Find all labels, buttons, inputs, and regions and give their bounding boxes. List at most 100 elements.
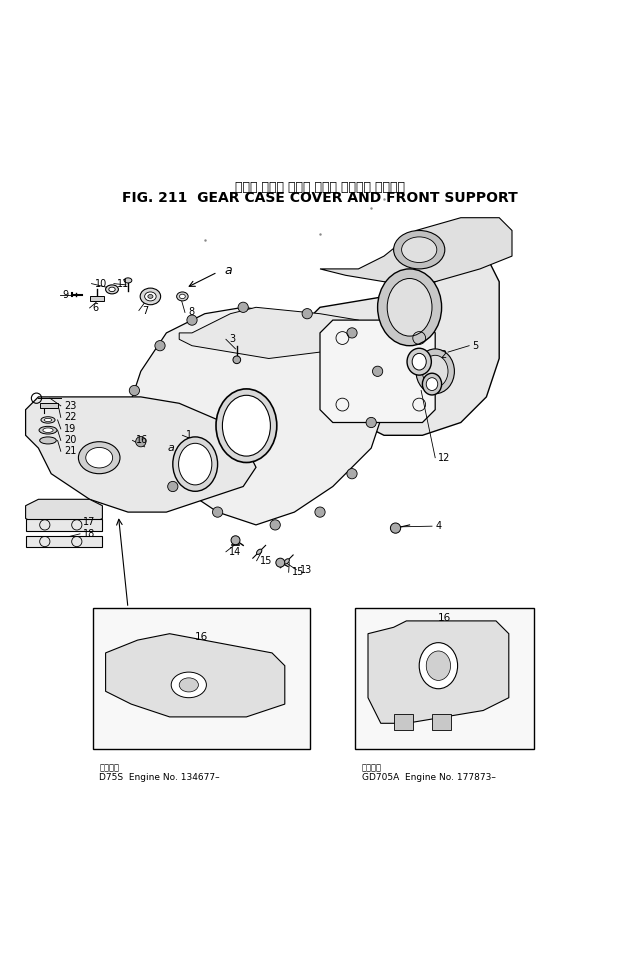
- Text: 3: 3: [229, 335, 236, 344]
- Ellipse shape: [86, 448, 113, 468]
- Text: 1: 1: [186, 430, 192, 441]
- Text: 22: 22: [64, 413, 77, 422]
- Circle shape: [302, 308, 312, 319]
- Circle shape: [315, 507, 325, 518]
- Text: 13: 13: [300, 564, 312, 575]
- Text: 8: 8: [188, 307, 195, 317]
- Text: 12: 12: [438, 452, 451, 463]
- Bar: [26, 519, 102, 531]
- Ellipse shape: [179, 678, 198, 692]
- Circle shape: [231, 536, 240, 545]
- Text: 通用号線: 通用号線: [99, 763, 119, 772]
- Text: 15: 15: [260, 556, 272, 565]
- Polygon shape: [294, 256, 499, 435]
- Ellipse shape: [173, 437, 218, 491]
- Polygon shape: [106, 633, 285, 717]
- Polygon shape: [26, 499, 102, 524]
- Ellipse shape: [43, 428, 53, 432]
- Ellipse shape: [40, 437, 56, 444]
- Polygon shape: [128, 307, 397, 524]
- Text: a: a: [168, 443, 174, 453]
- Polygon shape: [320, 218, 512, 282]
- Bar: [355, 608, 534, 749]
- Text: 16: 16: [136, 436, 148, 446]
- Text: 16: 16: [195, 631, 208, 642]
- Ellipse shape: [109, 287, 115, 292]
- Bar: [432, 714, 451, 730]
- Ellipse shape: [179, 444, 212, 485]
- Ellipse shape: [223, 395, 270, 456]
- Text: 18: 18: [83, 529, 95, 539]
- Ellipse shape: [257, 549, 262, 555]
- Circle shape: [390, 523, 401, 533]
- Ellipse shape: [106, 285, 118, 294]
- Ellipse shape: [172, 672, 206, 698]
- Text: a: a: [224, 264, 232, 276]
- Circle shape: [270, 520, 280, 530]
- Ellipse shape: [387, 278, 432, 336]
- Circle shape: [136, 437, 146, 447]
- Circle shape: [168, 482, 178, 491]
- Text: GD705A  Engine No. 177873–: GD705A Engine No. 177873–: [362, 774, 495, 782]
- Circle shape: [366, 417, 376, 427]
- Ellipse shape: [416, 349, 454, 394]
- Ellipse shape: [422, 355, 448, 387]
- Polygon shape: [26, 397, 256, 512]
- Ellipse shape: [124, 278, 132, 283]
- Circle shape: [233, 356, 241, 364]
- Ellipse shape: [378, 269, 442, 345]
- Polygon shape: [179, 307, 371, 358]
- Ellipse shape: [179, 294, 186, 299]
- Text: 19: 19: [64, 424, 76, 434]
- Text: 17: 17: [83, 518, 95, 527]
- Circle shape: [276, 559, 285, 567]
- Text: D75S  Engine No. 134677–: D75S Engine No. 134677–: [99, 774, 220, 782]
- Ellipse shape: [148, 295, 153, 299]
- Ellipse shape: [412, 353, 426, 370]
- Ellipse shape: [216, 389, 277, 462]
- Polygon shape: [368, 621, 509, 723]
- Text: 20: 20: [64, 436, 76, 446]
- Text: 14: 14: [229, 547, 241, 557]
- Text: 15: 15: [292, 567, 304, 577]
- Circle shape: [347, 469, 357, 479]
- Text: 21: 21: [64, 447, 76, 456]
- Circle shape: [155, 341, 165, 351]
- Text: ギヤー ケース カバー および フロント サポート: ギヤー ケース カバー および フロント サポート: [235, 181, 405, 195]
- Text: 10: 10: [95, 278, 107, 289]
- Ellipse shape: [140, 288, 161, 305]
- Bar: [26, 536, 102, 547]
- Ellipse shape: [407, 348, 431, 376]
- Text: 9: 9: [63, 290, 69, 300]
- Text: 4: 4: [435, 522, 442, 531]
- Text: 5: 5: [472, 341, 479, 350]
- Circle shape: [129, 385, 140, 396]
- Ellipse shape: [402, 236, 437, 263]
- Ellipse shape: [422, 374, 442, 395]
- Ellipse shape: [426, 651, 451, 680]
- Ellipse shape: [41, 416, 55, 423]
- Bar: [93, 608, 310, 749]
- Text: 23: 23: [64, 401, 76, 411]
- Text: 7: 7: [142, 306, 148, 315]
- Polygon shape: [320, 320, 435, 422]
- Ellipse shape: [419, 642, 458, 689]
- Circle shape: [347, 328, 357, 338]
- Ellipse shape: [145, 292, 156, 301]
- Text: FIG. 211  GEAR CASE COVER AND FRONT SUPPORT: FIG. 211 GEAR CASE COVER AND FRONT SUPPO…: [122, 192, 518, 205]
- Text: 11: 11: [117, 278, 129, 289]
- Bar: [90, 296, 104, 301]
- Text: 2: 2: [440, 350, 447, 360]
- Circle shape: [372, 366, 383, 377]
- Circle shape: [212, 507, 223, 518]
- Text: 通用号番: 通用号番: [362, 763, 381, 772]
- Ellipse shape: [426, 378, 438, 390]
- Ellipse shape: [284, 559, 289, 564]
- Bar: [394, 714, 413, 730]
- Ellipse shape: [44, 418, 52, 421]
- Text: 6: 6: [93, 303, 99, 313]
- Ellipse shape: [79, 442, 120, 474]
- Circle shape: [187, 315, 197, 325]
- Bar: [40, 403, 58, 409]
- Ellipse shape: [394, 231, 445, 269]
